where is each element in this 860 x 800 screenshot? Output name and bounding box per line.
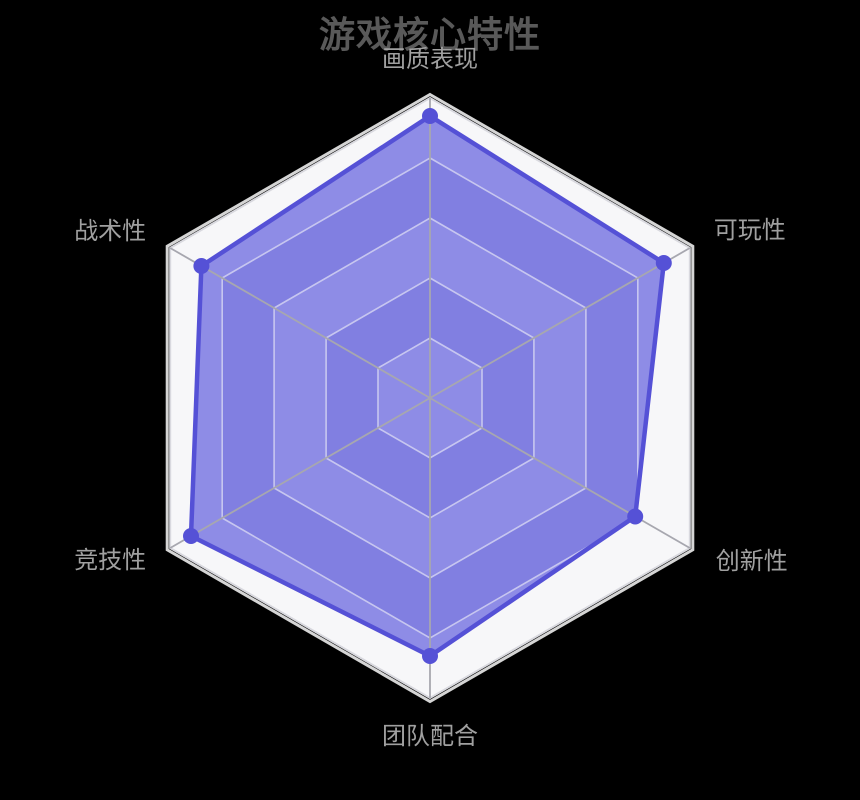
series-point-3	[422, 648, 438, 664]
series-point-2	[627, 508, 644, 525]
axis-label-0: 画质表现	[382, 46, 478, 73]
axis-line-5	[169, 247, 431, 399]
axis-label-5: 战术性	[74, 218, 147, 245]
series-point-5	[193, 258, 210, 274]
axis-label-2: 创新性	[715, 548, 788, 575]
axis-line-4	[169, 397, 431, 549]
axis-line-2	[429, 397, 691, 549]
series-area	[191, 116, 664, 656]
axis-label-4: 竞技性	[74, 547, 147, 574]
axis-line-1	[429, 247, 691, 399]
series-point-1	[655, 255, 672, 271]
series-point-0	[422, 108, 438, 124]
chart-title: 游戏核心特性	[318, 14, 541, 55]
series-point-4	[183, 528, 199, 544]
axis-label-3: 团队配合	[382, 723, 478, 750]
grid-outer-halo	[165, 92, 695, 704]
axis-label-1: 可玩性	[713, 217, 786, 244]
